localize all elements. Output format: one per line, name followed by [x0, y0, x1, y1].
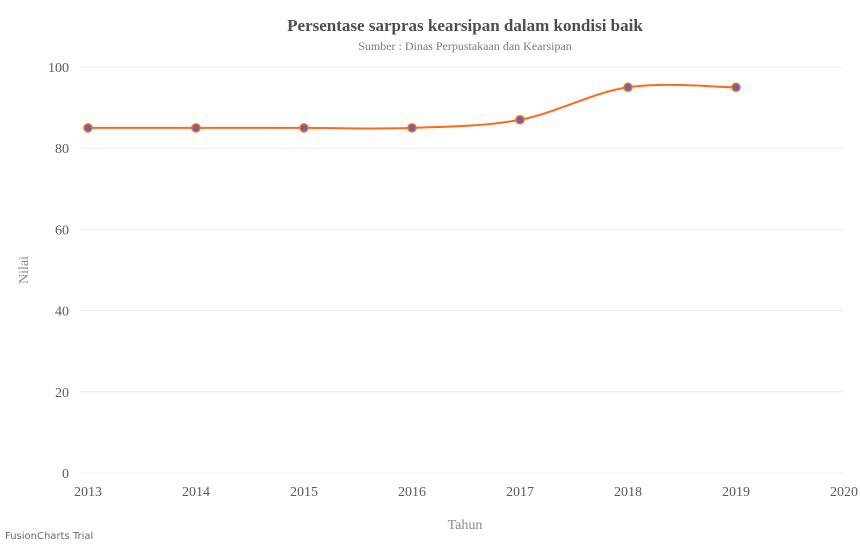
- chart-subtitle: Sumber : Dinas Perpustakaan dan Kearsipa…: [358, 39, 572, 53]
- x-tick-label: 2020: [830, 485, 858, 500]
- watermark: FusionCharts Trial: [5, 531, 94, 542]
- x-tick-label: 2018: [614, 485, 642, 500]
- x-tick-label: 2017: [506, 485, 534, 500]
- x-axis-ticks: 2013 2014 2015 2016 2017 2018 2019 2020: [74, 485, 858, 500]
- data-point[interactable]: [83, 123, 93, 133]
- data-point[interactable]: [515, 115, 525, 125]
- x-tick-label: 2013: [74, 485, 102, 500]
- y-tick-label: 80: [55, 142, 69, 157]
- y-tick-label: 60: [55, 223, 69, 238]
- y-axis-label: Nilai: [17, 256, 32, 284]
- data-point[interactable]: [407, 123, 417, 133]
- x-tick-label: 2016: [398, 485, 426, 500]
- series-group: [83, 82, 741, 133]
- data-point[interactable]: [191, 123, 201, 133]
- x-tick-label: 2015: [290, 485, 318, 500]
- chart-title: Persentase sarpras kearsipan dalam kondi…: [287, 16, 643, 35]
- data-point[interactable]: [299, 123, 309, 133]
- y-tick-label: 100: [48, 61, 69, 76]
- y-axis-ticks: 0 20 40 60 80 100: [48, 61, 69, 482]
- data-point[interactable]: [623, 82, 633, 93]
- grid-lines: [80, 66, 844, 474]
- series-line: [88, 83, 737, 130]
- y-tick-label: 0: [62, 467, 69, 482]
- y-tick-label: 40: [55, 305, 69, 320]
- x-axis-label: Tahun: [448, 518, 483, 533]
- x-tick-label: 2014: [182, 485, 210, 500]
- y-tick-label: 20: [55, 386, 69, 401]
- data-point[interactable]: [731, 82, 741, 93]
- x-tick-label: 2019: [722, 485, 750, 500]
